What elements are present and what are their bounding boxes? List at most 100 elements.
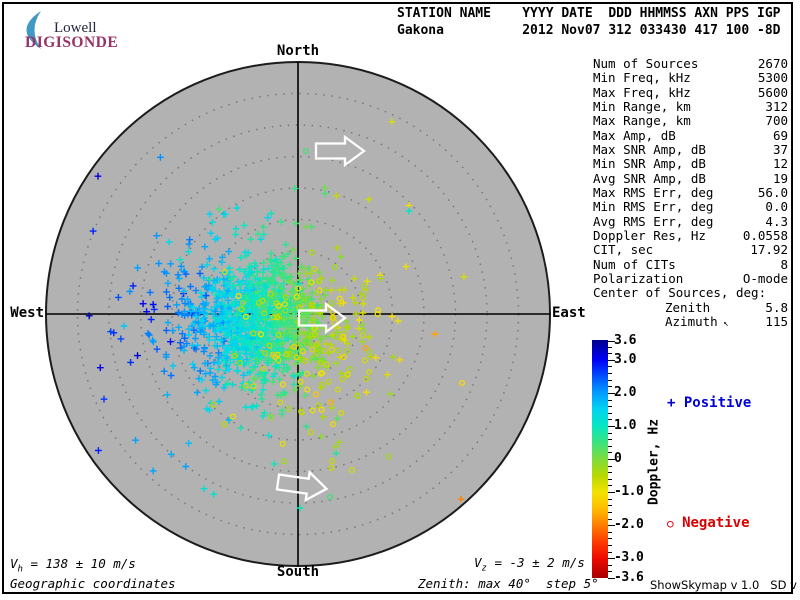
source-point-positive [287, 273, 295, 281]
source-point-negative [340, 333, 347, 340]
stats-label: Min Range, km [593, 98, 691, 114]
source-point-negative [298, 356, 306, 363]
stats-row: Avg RMS Err, deg 4.3 [593, 214, 788, 229]
source-point-positive [149, 301, 157, 308]
source-point-positive [285, 323, 292, 331]
colorbar-minor-tick [608, 406, 612, 408]
stats-row: Min Freq, kHz 5300 [593, 70, 788, 85]
source-point-positive [190, 364, 198, 372]
source-point-positive [234, 337, 242, 345]
source-point-positive [201, 305, 209, 313]
source-point-positive [302, 392, 309, 399]
stats-value: 19 [772, 170, 788, 186]
source-point-positive [252, 339, 260, 347]
stats-label: Center of Sources, deg: [593, 285, 767, 301]
source-point-positive [229, 333, 237, 341]
source-point-positive [210, 277, 218, 284]
source-point-positive [267, 250, 275, 257]
source-point-positive [317, 433, 325, 440]
source-point-positive [275, 364, 283, 372]
source-point-positive [270, 277, 277, 285]
source-point-positive [252, 311, 259, 319]
source-point-positive [217, 337, 225, 344]
source-point-positive [129, 282, 137, 290]
stats-value: 8 [780, 256, 788, 272]
source-point-positive [363, 388, 370, 396]
stats-value: 56.0 [757, 184, 788, 200]
colorbar-minor-tick [608, 366, 612, 368]
source-point-positive [276, 375, 283, 383]
source-point-positive [192, 287, 200, 294]
source-point-positive [457, 495, 465, 503]
stats-row: Azimuth ↖ 115 [593, 314, 788, 329]
source-point-negative [302, 147, 310, 155]
source-point-positive [164, 279, 172, 287]
source-point-positive [265, 323, 273, 331]
source-point-negative [326, 493, 334, 501]
source-point-positive [262, 283, 269, 291]
source-point-positive [215, 205, 223, 213]
source-point-positive [332, 450, 340, 457]
source-point-negative [318, 381, 326, 388]
source-point-positive [360, 300, 367, 308]
source-point-negative [275, 332, 282, 339]
source-point-positive [253, 356, 261, 363]
source-point-positive [224, 380, 232, 387]
source-point-positive [460, 273, 468, 281]
source-point-positive [236, 323, 243, 330]
source-point-negative [339, 375, 346, 383]
source-point-positive [322, 332, 330, 340]
source-point-negative [338, 409, 345, 417]
stats-row: Center of Sources, deg: [593, 285, 788, 301]
colorbar-minor-tick [608, 353, 612, 355]
source-point-negative [291, 343, 298, 350]
colorbar-major-tick [608, 392, 615, 394]
source-point-positive [372, 354, 380, 362]
source-point-positive [257, 313, 265, 321]
source-point-negative [293, 293, 300, 300]
colorbar-minor-tick [608, 472, 612, 474]
stats-label: Zenith [665, 299, 711, 315]
source-point-positive [279, 368, 287, 375]
source-point-positive [245, 271, 252, 279]
source-point-positive [333, 415, 341, 422]
source-point-positive [359, 338, 366, 346]
source-point-positive [211, 328, 219, 335]
source-point-positive [166, 294, 174, 301]
stats-value: O-mode [742, 270, 788, 286]
source-point-positive [179, 330, 186, 338]
source-point-positive [402, 263, 410, 270]
source-point-positive [216, 276, 224, 284]
source-point-positive [107, 328, 115, 336]
source-point-positive [208, 286, 216, 294]
source-point-positive [267, 210, 275, 217]
doppler-colorbar: 3.6 3.0 2.0 1.0 0 -1.0 -2.0 -3.0 -3.6 [592, 333, 652, 585]
source-point-positive [267, 304, 275, 311]
source-point-positive [270, 268, 278, 276]
source-point-positive [280, 361, 288, 368]
source-point-negative [366, 368, 373, 376]
source-point-positive [258, 370, 266, 378]
source-point-positive [280, 388, 288, 396]
source-point-positive [336, 286, 344, 294]
source-point-positive [300, 265, 308, 272]
source-point-negative [235, 293, 242, 300]
source-point-positive [296, 342, 303, 349]
source-point-positive [155, 260, 163, 267]
source-point-positive [268, 262, 276, 269]
source-point-positive [352, 299, 359, 307]
source-point-negative [334, 347, 341, 354]
source-point-positive [364, 277, 371, 285]
source-point-positive [175, 323, 183, 331]
source-point-positive [194, 341, 201, 349]
source-point-positive [229, 325, 237, 333]
source-point-positive [317, 384, 325, 392]
source-point-positive [175, 284, 183, 292]
source-point-positive [253, 318, 261, 326]
source-point-positive [182, 463, 190, 470]
source-point-positive [205, 336, 213, 344]
stats-row: Min SNR Amp, dB 12 [593, 156, 788, 171]
source-point-negative [315, 344, 322, 351]
source-point-positive [247, 235, 254, 243]
colorbar-minor-tick [608, 538, 612, 540]
